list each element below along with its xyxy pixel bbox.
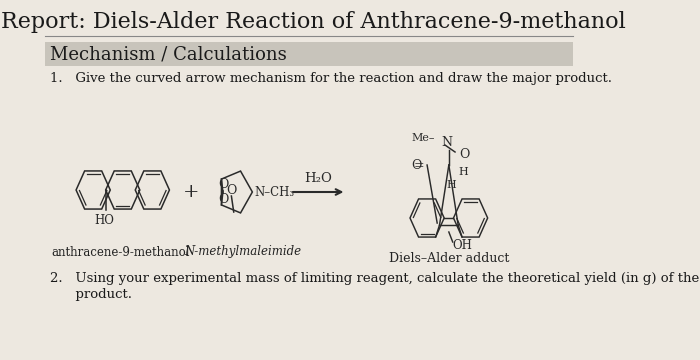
Text: Diels–Alder adduct: Diels–Alder adduct [389,252,509,265]
Text: N: N [441,135,452,149]
Text: O: O [226,184,237,197]
Text: H: H [447,180,456,190]
Text: H: H [458,167,468,177]
Text: +: + [183,183,200,201]
Text: O: O [218,179,228,192]
Text: OH: OH [453,239,473,252]
Text: Me–: Me– [412,133,435,143]
Text: Mechanism / Calculations: Mechanism / Calculations [50,45,286,63]
Text: Report: Diels-Alder Reaction of Anthracene-9-methanol: Report: Diels-Alder Reaction of Anthrace… [1,11,625,33]
Text: O: O [412,158,421,171]
Bar [45,42,573,66]
Text: N–CH₃: N–CH₃ [255,185,295,198]
Text: product.: product. [50,288,132,301]
Text: 1.   Give the curved arrow mechanism for the reaction and draw the major product: 1. Give the curved arrow mechanism for t… [50,72,612,85]
Text: O: O [218,193,228,206]
Text: anthracene-9-methanol: anthracene-9-methanol [52,246,190,258]
Text: O: O [459,148,469,161]
Text: HO: HO [94,214,115,227]
Text: =: = [414,159,424,172]
Text: 2.   Using your experimental mass of limiting reagent, calculate the theoretical: 2. Using your experimental mass of limit… [50,272,699,285]
Text: H₂O: H₂O [304,171,332,185]
Text: N-methylmaleimide: N-methylmaleimide [185,246,302,258]
